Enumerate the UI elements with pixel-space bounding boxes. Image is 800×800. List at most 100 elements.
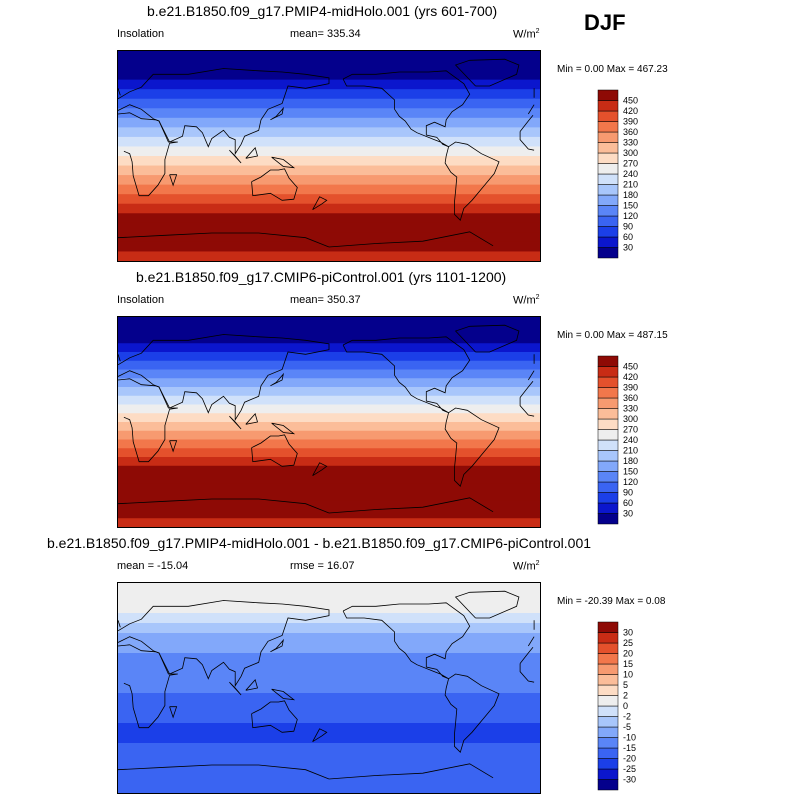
panel-3-lat-band: [118, 613, 540, 624]
panel-2-coastline: [251, 434, 298, 467]
panel-3-lat-band: [118, 723, 540, 734]
panel-1-coastline: [328, 231, 494, 248]
panel-2-colorbar-label: 30: [623, 509, 633, 519]
panel-3-lat-band: [118, 773, 540, 784]
panel-2-coastline: [527, 370, 535, 381]
panel-2-coastline: [312, 462, 328, 477]
panel-1-lat-band: [118, 146, 540, 157]
panel-3-lat-band: [118, 603, 540, 614]
panel-3-colorbar-swatch: [597, 663, 619, 675]
panel-1-colorbar-label: 450: [623, 96, 638, 106]
panel-2-colorbar-label: 300: [623, 414, 638, 424]
panel-2-colorbar-label: 270: [623, 425, 638, 435]
panel-1-colorbar-label: 240: [623, 169, 638, 179]
panel-3-coastline: [251, 700, 298, 733]
panel-2-lat-band: [118, 492, 540, 502]
panel-2-colorbar-svg: 3060901201501802102402703003303603904204…: [597, 355, 638, 525]
panel-2-lat-band: [118, 430, 540, 441]
panel-2-lat-band: [118, 413, 540, 423]
panel-1-colorbar-label: 90: [623, 222, 633, 232]
panel-3-colorbar-label: 30: [623, 628, 633, 638]
panel-2-colorbar-label: 210: [623, 446, 638, 456]
panel-2-colorbar-swatch: [597, 513, 619, 525]
panel-2-colorbar-swatch: [597, 418, 619, 430]
panel-2-colorbar-swatch: [597, 387, 619, 399]
panel-1-lat-band: [118, 79, 540, 90]
panel-1-colorbar-swatch: [597, 121, 619, 133]
panel-2-title: b.e21.B1850.f09_g17.CMIP6-piControl.001 …: [136, 269, 507, 285]
panel-2-left-label: Insolation: [117, 294, 165, 306]
panel-2-coastline: [270, 372, 285, 387]
panel-1-colorbar-swatch: [597, 173, 619, 185]
panel-1-colorbar-label: 270: [623, 159, 638, 169]
season-label: DJF: [584, 10, 626, 35]
panel-2-lat-band: [118, 325, 540, 336]
panel-2-colorbar-label: 150: [623, 467, 638, 477]
panel-3-colorbar-label: -10: [623, 733, 636, 743]
panel-2-colorbar-label: 360: [623, 393, 638, 403]
panel-3-lat-band: [118, 753, 540, 764]
panel-2-colorbar-label: 450: [623, 362, 638, 372]
panel-3-colorbar: -30 -25 -20 -15 -10 -5 -2 0 2 5 10 15 20 25 30: [597, 621, 636, 791]
panel-1-coastline: [342, 70, 471, 148]
panel-3-left-label: mean = -15.04: [117, 560, 189, 572]
panel-1-lat-band: [118, 175, 540, 186]
panel-2-colorbar-label: 60: [623, 498, 633, 508]
panel-2-colorbar-label: 180: [623, 456, 638, 466]
panel-2-lat-band: [118, 369, 540, 379]
panel-2-colorbar-swatch: [597, 502, 619, 514]
panel-1-lat-band: [118, 251, 540, 261]
panel-1-lat-band: [118, 60, 540, 71]
panel-3-coastline: [328, 763, 494, 780]
panel-2-colorbar-swatch: [597, 481, 619, 493]
panel-1-lat-band: [118, 165, 540, 176]
panel-1-colorbar-swatch: [597, 194, 619, 206]
panel-1-colorbar-swatch: [597, 152, 619, 164]
panel-1-coastline: [271, 156, 296, 169]
panel-2-minmax: Min = 0.00 Max = 487.15: [557, 330, 668, 341]
panel-1-colorbar-label: 360: [623, 127, 638, 137]
panel-2-coastline: [342, 336, 471, 414]
panel-2-lat-band: [118, 352, 540, 362]
panel-1-lat-band: [118, 136, 540, 148]
panel-1-coastline: [454, 58, 520, 87]
panel-1-coastline: [312, 196, 328, 211]
panel-1-colorbar-label: 210: [623, 180, 638, 190]
panel-3-colorbar-swatch: [597, 621, 619, 633]
panel-2-coastline: [118, 378, 178, 463]
panel-2-map: [117, 316, 541, 528]
panel-3-lat-band: [118, 583, 540, 594]
panel-1-colorbar-swatch: [597, 89, 619, 101]
panel-3-colorbar-swatch: [597, 674, 619, 686]
panel-2-colorbar-swatch: [597, 460, 619, 472]
panel-2-colorbar-swatch: [597, 366, 619, 378]
panel-3-colorbar-swatch: [597, 779, 619, 791]
panel-3-coastline: [118, 644, 178, 729]
panel-3-coastline: [271, 688, 296, 701]
panel-2-coastline: [519, 380, 534, 398]
panel-3-center-label: rmse = 16.07: [290, 560, 355, 572]
panel-1-colorbar-swatch: [597, 247, 619, 259]
panel-2-colorbar-swatch: [597, 439, 619, 451]
panel-2-lat-band: [118, 387, 540, 397]
panel-1-coastline: [527, 104, 535, 115]
panel-1-lat-band: [118, 184, 540, 195]
panel-1-colorbar-label: 390: [623, 117, 638, 127]
panel-3-colorbar-swatch: [597, 705, 619, 717]
panel-1-lat-band: [118, 194, 540, 205]
panel-1-map: [117, 50, 541, 262]
panel-1-coastline: [444, 141, 500, 221]
panel-3-coastline: [444, 673, 500, 753]
panel-2-lat-band: [118, 317, 540, 327]
panel-1-colorbar-label: 300: [623, 148, 638, 158]
panel-2-colorbar-swatch: [597, 355, 619, 367]
panel-3-colorbar-swatch: [597, 737, 619, 749]
panel-3-colorbar-label: 25: [623, 638, 633, 648]
panel-1-colorbar-label: 30: [623, 243, 633, 253]
panel-1-colorbar-label: 330: [623, 138, 638, 148]
panel-1-colorbar-svg: 3060901201501802102402703003303603904204…: [597, 89, 638, 259]
panel-2-colorbar-swatch: [597, 408, 619, 420]
panel-1-colorbar-swatch: [597, 226, 619, 238]
panel-1-colorbar-swatch: [597, 184, 619, 196]
